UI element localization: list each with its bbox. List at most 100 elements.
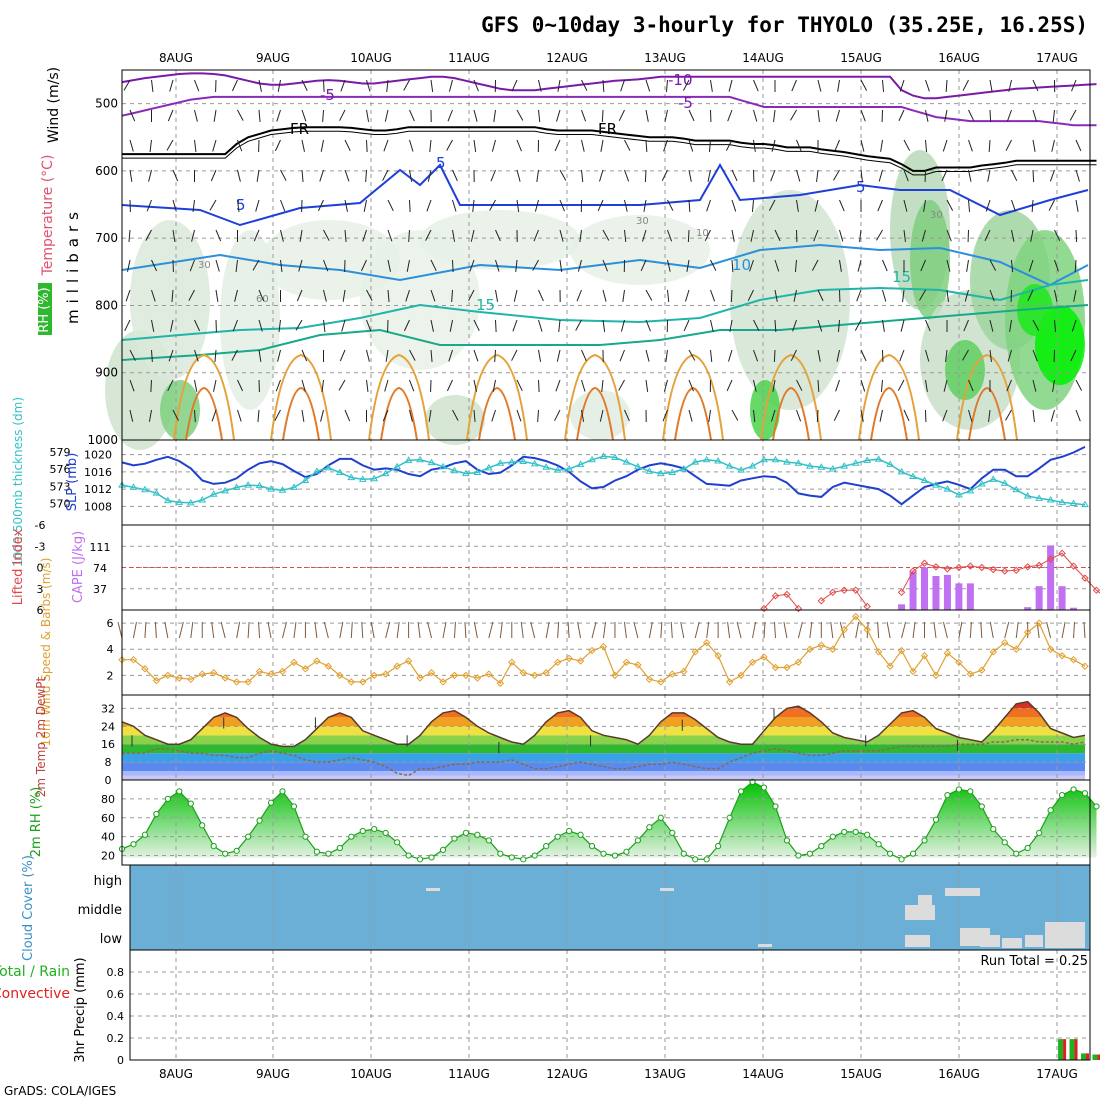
wind-barb xyxy=(235,259,238,272)
rh-point xyxy=(1058,792,1066,799)
wind-barb xyxy=(753,79,759,92)
wind-barb xyxy=(257,409,260,422)
wind-barb xyxy=(667,199,674,211)
wind-barb xyxy=(277,79,281,92)
wind-barb xyxy=(943,379,948,392)
wind-barb xyxy=(925,349,930,362)
thickness-tick-label: 573 xyxy=(50,480,71,493)
x-tick-label-top: 13AUG xyxy=(644,51,686,65)
wind10m-barb xyxy=(660,621,663,639)
thickness-tick-label: 570 xyxy=(50,498,71,511)
wind-barb xyxy=(151,79,154,92)
wind-barb xyxy=(1049,169,1055,182)
wind-barb xyxy=(145,229,152,241)
wind-barb xyxy=(492,379,496,392)
wind-barb xyxy=(984,229,991,242)
temp-axis-label: 2m Temp 2m DewPt xyxy=(34,676,48,797)
cloud-background xyxy=(130,865,1090,950)
wind-barb xyxy=(366,109,370,122)
wind10m-barb xyxy=(577,621,582,639)
x-tick-label-bottom: 12AUG xyxy=(546,1067,588,1081)
wind10m-barb xyxy=(117,621,123,639)
panel-frames xyxy=(121,69,1091,1061)
li-point xyxy=(1058,549,1066,558)
wind-barb xyxy=(750,229,754,242)
wind10m-barb xyxy=(969,621,972,639)
wind-barb xyxy=(430,349,433,362)
wind-barb xyxy=(231,349,238,361)
wind-barb xyxy=(688,139,694,152)
wind10m-axis-label: 10m Wind Speed & Barbs (m/s) xyxy=(39,558,53,747)
thickness-point xyxy=(1046,496,1055,503)
wind-barb xyxy=(425,229,432,241)
wind-barb xyxy=(274,139,281,152)
wind-barb xyxy=(215,289,219,302)
wind-barb xyxy=(773,349,776,363)
rh-point xyxy=(267,799,275,806)
x-tick-label-top: 12AUG xyxy=(546,51,588,65)
li-point xyxy=(829,588,837,596)
wind-barb xyxy=(556,109,561,122)
temp-band xyxy=(122,726,1085,736)
wind-barb xyxy=(344,139,351,152)
wind-barb xyxy=(489,199,496,211)
wind10m-barb xyxy=(603,621,606,639)
wind-barb xyxy=(495,289,499,302)
wind-barb xyxy=(214,349,217,362)
wind-speed-point xyxy=(152,676,161,685)
thickness-point xyxy=(255,481,264,489)
wind-barb xyxy=(172,229,176,242)
wind-barb xyxy=(452,169,458,182)
wind10m-barb xyxy=(706,621,710,639)
wind-barb xyxy=(473,139,477,152)
wind-speed-point xyxy=(863,625,871,634)
isotherm--5 xyxy=(121,95,1097,127)
rh-point xyxy=(394,839,401,846)
wind-speed-point xyxy=(657,678,665,686)
wind-barb xyxy=(452,199,457,212)
wind-barb xyxy=(624,169,630,182)
wind-barb xyxy=(966,259,969,272)
cloud-patch xyxy=(1045,922,1085,948)
wind-barb xyxy=(344,169,350,182)
wind-barb xyxy=(581,409,585,422)
wind-barb xyxy=(426,199,432,212)
wind-barb xyxy=(1011,169,1018,182)
wind-barb xyxy=(129,109,136,122)
wind-barb xyxy=(386,79,389,92)
wind-barb xyxy=(382,169,389,181)
thickness-point xyxy=(1058,498,1066,505)
wind10m-barb xyxy=(942,621,948,639)
rh-point xyxy=(852,828,859,836)
rh-tick-label: 20 xyxy=(101,850,115,863)
wind-barb xyxy=(942,139,948,152)
wind-speed-point xyxy=(874,648,883,656)
wind-barb xyxy=(581,169,584,182)
wind-barb xyxy=(774,289,778,302)
wind-barb xyxy=(237,199,240,212)
wind-barb xyxy=(833,169,840,181)
wind-barb xyxy=(405,289,410,302)
wind10m-barb xyxy=(886,621,891,639)
rh-legend-swatch xyxy=(38,283,52,335)
wind-barb xyxy=(688,349,696,361)
wind-barb xyxy=(751,199,754,212)
li-point xyxy=(852,586,860,594)
wind-barb xyxy=(985,199,991,212)
wind-barb xyxy=(280,229,284,242)
wind-barb xyxy=(537,409,539,423)
rh-tick-label: 80 xyxy=(101,793,115,806)
li-point xyxy=(1069,562,1078,570)
contour-label: 30 xyxy=(930,210,943,221)
temp-contour-1 xyxy=(121,243,1089,287)
wind-barb xyxy=(1052,379,1055,392)
wind-barb xyxy=(1054,229,1061,242)
precip-axis-label: 3hr Precip (mm) xyxy=(73,957,88,1062)
wind-barb xyxy=(859,229,862,242)
wind-barb xyxy=(814,199,819,212)
wind-barb xyxy=(166,139,174,151)
wind-speed-point xyxy=(955,658,963,667)
wind-speed-point xyxy=(932,671,940,680)
li-point xyxy=(966,562,975,570)
